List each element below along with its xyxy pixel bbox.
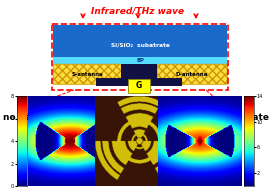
Text: S-antenna: S-antenna [71, 71, 103, 77]
Bar [96, 78, 182, 86]
Bar [53, 64, 121, 84]
Text: no gate: no gate [2, 114, 41, 122]
Text: G: G [136, 81, 142, 91]
Text: BP: BP [136, 58, 144, 63]
Bar [52, 24, 228, 90]
Bar [53, 64, 121, 84]
Text: Infrared/THz wave: Infrared/THz wave [91, 6, 184, 15]
Bar [157, 64, 227, 84]
Bar [128, 79, 150, 93]
Bar [157, 64, 227, 84]
Text: gate: gate [247, 114, 270, 122]
Bar [53, 57, 227, 64]
Text: Si/SiO₂  subatrate: Si/SiO₂ subatrate [111, 43, 170, 47]
Bar [53, 25, 227, 57]
Text: D-antenna: D-antenna [176, 71, 208, 77]
Bar [121, 64, 157, 84]
